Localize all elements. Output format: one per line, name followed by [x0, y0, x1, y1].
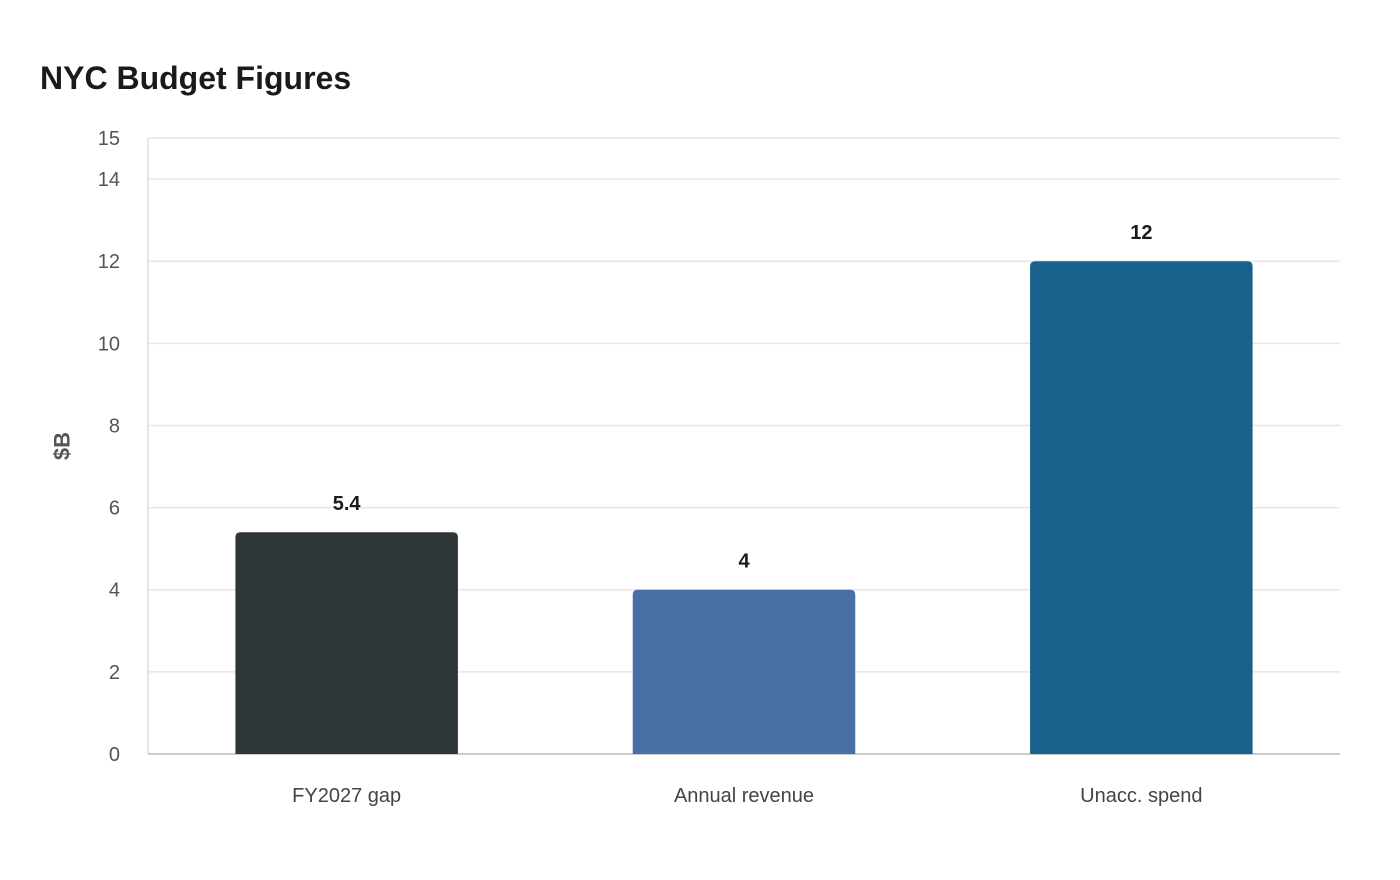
y-tick-label: 4 [109, 580, 120, 602]
y-tick-label: 8 [109, 415, 120, 437]
y-tick-label: 12 [98, 251, 120, 273]
y-tick-label: 14 [98, 169, 120, 191]
bars [235, 261, 1253, 754]
y-tick-label: 2 [109, 662, 120, 684]
x-tick-label: Annual revenue [674, 785, 814, 807]
labels: 0 2 4 6 8 10 12 14 15 5.4 FY2027 gap 4 Annual revenu… [98, 128, 1203, 807]
x-tick-label: Unacc. spend [1080, 785, 1202, 807]
chart-title: NYC Budget Figures [40, 60, 352, 96]
data-label: 5.4 [333, 493, 362, 515]
bar [1030, 261, 1253, 754]
bar [235, 532, 458, 754]
data-label: 12 [1130, 222, 1152, 244]
y-tick-label: 10 [98, 333, 120, 355]
bar [632, 589, 856, 754]
x-tick-label: FY2027 gap [292, 785, 401, 807]
y-tick-label: 6 [109, 498, 120, 520]
y-tick-label: 0 [109, 744, 120, 766]
y-tick-label: 15 [98, 128, 120, 150]
data-label: 4 [738, 551, 750, 573]
y-axis-title: $B [50, 432, 75, 460]
